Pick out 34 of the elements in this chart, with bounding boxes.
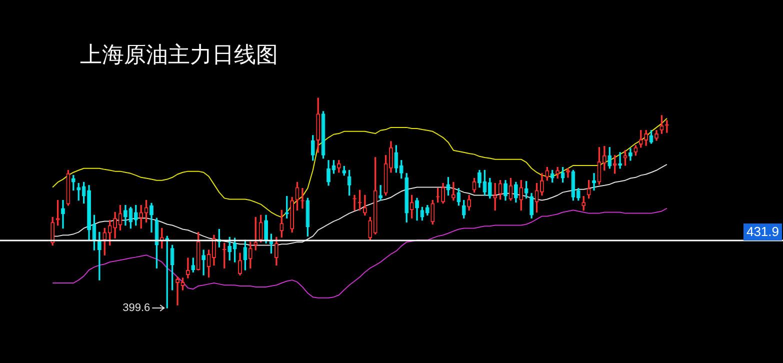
candlestick <box>498 180 502 200</box>
candlestick <box>362 194 367 216</box>
candlestick <box>238 252 242 276</box>
candlestick <box>274 236 278 266</box>
candlestick <box>540 173 544 196</box>
candlestick <box>660 115 664 134</box>
candlestick <box>530 193 534 218</box>
candlestick <box>504 180 508 201</box>
candlestick <box>97 232 102 280</box>
text: 431.9 <box>746 224 780 240</box>
candlestick <box>264 214 268 244</box>
candlestick <box>66 170 70 206</box>
candlestick <box>654 130 658 141</box>
candlestick <box>586 180 591 199</box>
candlestick <box>441 182 445 204</box>
candlestick <box>410 194 414 218</box>
candlestick <box>326 160 330 186</box>
candlestick <box>61 200 65 229</box>
candlestick <box>321 111 326 159</box>
candlestick <box>87 185 91 241</box>
candlestick <box>212 234 216 266</box>
candlestick <box>592 173 596 191</box>
candlestick <box>176 276 180 306</box>
annotation: 399.6 <box>122 302 150 314</box>
candlestick <box>202 250 206 276</box>
candlestick <box>150 202 154 233</box>
candlestick <box>389 141 393 173</box>
candlestick <box>186 258 190 278</box>
candlestick <box>124 205 128 226</box>
candlestick <box>415 198 419 221</box>
candlestick <box>452 182 456 201</box>
chart-title: 上海原油主力日线图 <box>80 42 278 70</box>
candlestick <box>628 148 632 161</box>
candlestick <box>478 170 482 188</box>
